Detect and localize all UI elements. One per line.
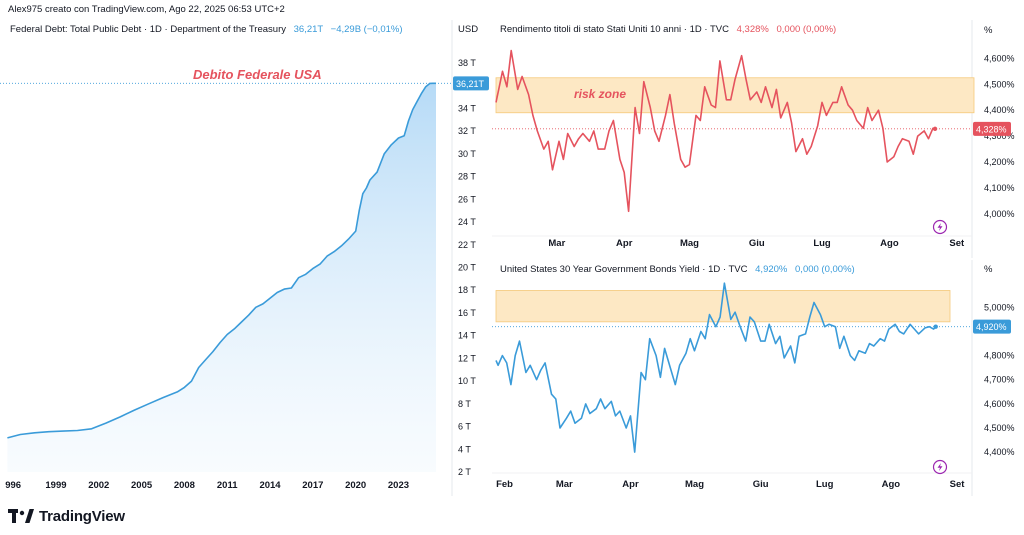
ten-year-legend: Rendimento titoli di stato Stati Uniti 1… [500,24,836,35]
thirty_year-x-tick-label: Ago [882,479,901,490]
thirty-year-legend-value: 4,920% [755,264,788,275]
debt-x-tick-label: 2008 [174,480,195,491]
ten_year-x-tick-label: Lug [813,238,831,249]
thirty_year-lightning-icon[interactable] [932,459,948,475]
ten_year-unit-label: % [984,25,993,36]
debt-y-tick-label: 34 T [458,103,476,113]
thirty_year-last-value-box [973,319,1011,334]
debt-x-tick-label: 996 [5,480,21,491]
thirty_year-unit-label: % [984,264,993,275]
debt-legend: Federal Debt: Total Public Debt · 1D · D… [10,24,403,35]
debt-y-tick-label: 28 T [458,172,476,182]
debt-series-line [7,82,436,439]
debt-area-fill [7,83,437,473]
debt-x-tick-label: 2011 [217,480,238,491]
debt-y-tick-label: 26 T [458,194,476,204]
ten_year-y-tick-label: 4,000% [984,209,1015,219]
debt-unit-label: USD [458,24,478,35]
debt-x-tick-label: 2020 [345,480,366,491]
thirty_year-x-tick-label: Apr [622,479,639,490]
ten_year-lightning-bolt [937,223,943,231]
ten_year-risk-zone [495,77,975,114]
thirty_year-x-tick-label: Giu [753,479,769,490]
tradingview-logo-text: TradingView [39,507,125,525]
thirty-year-chart[interactable]: % 4,400% 4,500% 4,600% 4,700% 4,800% 5,000% Feb… [492,260,1024,496]
thirty_year-x-tick-label: Lug [816,479,834,490]
thirty_year-y-tick-label: 4,800% [984,351,1015,361]
debt-annotation: Debito Federale USA [193,67,322,82]
debt-y-tick-label: 30 T [458,149,476,159]
debt-legend-value: 36,21T [293,24,324,35]
ten_year-x-tick-label: Set [949,238,965,249]
ten_year-x-tick-label: Ago [880,238,899,249]
debt-y-tick-label: 38 T [458,58,476,68]
thirty_year-last-value-label: 4,920% [976,322,1007,332]
thirty-year-legend: United States 30 Year Government Bonds Y… [500,264,855,275]
thirty_year-y-tick-label: 4,400% [984,447,1015,457]
ten_year-y-tick-label: 4,500% [984,79,1015,89]
debt-last-value-label: 36,21T [456,79,485,89]
debt-y-tick-label: 18 T [458,285,476,295]
chart-credit: Alex975 creato con TradingView.com, Ago … [8,4,285,15]
ten_year-lightning-icon[interactable] [932,219,948,235]
ten_year-last-point [932,126,938,132]
ten-year-chart[interactable]: % 4,000% 4,100% 4,200% 4,300% 4,400% 4,500% 4,6… [492,20,1024,258]
risk-zone-annotation: risk zone [574,87,626,101]
debt-y-tick-label: 22 T [458,240,476,250]
thirty_year-series-line [495,282,937,453]
ten-year-title: Rendimento titoli di stato Stati Uniti 1… [500,24,729,35]
debt-y-tick-label: 10 T [458,376,476,386]
thirty_year-last-point [933,324,938,329]
thirty_year-x-tick-label: Feb [496,479,513,490]
debt-y-tick-label: 20 T [458,263,476,273]
ten_year-y-tick-label: 4,200% [984,157,1015,167]
debt-title: Federal Debt: Total Public Debt · 1D · D… [10,24,286,35]
thirty_year-y-tick-label: 4,600% [984,399,1015,409]
tradingview-logo[interactable]: TradingView [8,506,125,526]
ten-year-legend-value: 4,328% [736,24,769,35]
thirty_year-y-tick-label: 5,000% [984,302,1015,312]
thirty_year-x-tick-label: Mag [685,479,704,490]
thirty_year-x-tick-label: Set [950,479,966,490]
ten_year-y-tick-label: 4,300% [984,131,1015,141]
debt-y-tick-label: 2 T [458,467,471,477]
thirty-year-legend-change: 0,000 (0,00%) [795,264,855,275]
ten-year-legend-change: 0,000 (0,00%) [776,24,837,35]
debt-x-tick-label: 2014 [259,480,281,491]
debt-y-tick-label: 8 T [458,399,471,409]
thirty_year-y-tick-label: 4,700% [984,375,1015,385]
ten_year-x-tick-label: Mag [680,238,699,249]
debt-last-value-box [453,76,489,91]
debt-y-tick-label: 14 T [458,331,476,341]
debt-x-tick-label: 2002 [88,480,109,491]
thirty_year-lightning-bolt [937,463,943,471]
debt-y-tick-label: 6 T [458,422,471,432]
debt-legend-change: −4,29B (−0,01%) [330,24,403,35]
debt-y-tick-label: 24 T [458,217,476,227]
debt-x-tick-label: 2023 [388,480,409,491]
debt-y-tick-label: 16 T [458,308,476,318]
thirty-year-title: United States 30 Year Government Bonds Y… [500,264,748,275]
ten_year-x-tick-label: Mar [548,238,565,249]
thirty_year-x-tick-label: Mar [556,479,573,490]
debt-y-tick-label: 12 T [458,353,476,363]
ten_year-x-tick-label: Apr [616,238,633,249]
debt-x-tick-label: 2017 [302,480,323,491]
debt-x-tick-label: 2005 [131,480,153,491]
ten_year-y-tick-label: 4,100% [984,183,1015,193]
ten_year-y-tick-label: 4,400% [984,105,1015,115]
debt-y-tick-label: 32 T [458,126,476,136]
thirty_year-y-tick-label: 4,500% [984,423,1015,433]
ten_year-y-tick-label: 4,600% [984,53,1015,63]
ten_year-x-tick-label: Giu [749,238,765,249]
debt-chart[interactable]: USD 2 T 4 T 6 T 8 T 10 T 12 T 14 T 16 T 18 T 20 T 2… [0,20,492,496]
debt-y-tick-label: 4 T [458,444,471,454]
debt-x-tick-label: 1999 [45,480,66,491]
ten_year-series-line [495,49,936,213]
tradingview-logo-icon [8,509,34,523]
ten_year-last-value-box [973,121,1011,136]
ten_year-last-value-label: 4,328% [976,124,1007,134]
